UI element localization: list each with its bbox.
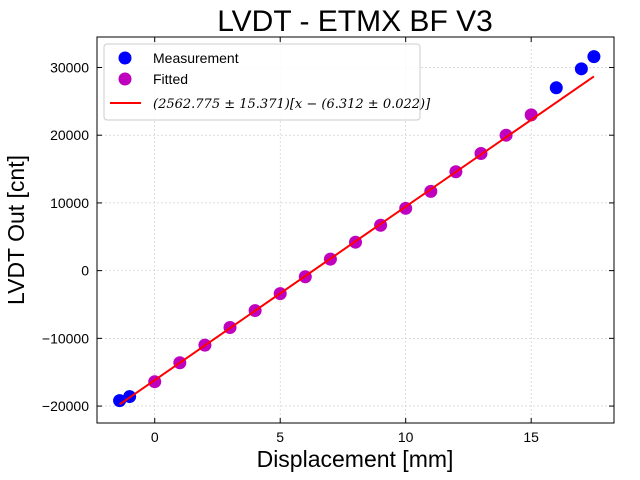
y-tick-label: 30000 <box>50 59 89 75</box>
measurement-point <box>587 50 601 64</box>
x-tick-label: 5 <box>276 429 284 445</box>
y-tick-label: 10000 <box>50 195 89 211</box>
chart-title: LVDT - ETMX BF V3 <box>217 5 493 38</box>
measurement-point <box>549 81 563 95</box>
legend-label-measurement: Measurement <box>153 50 239 66</box>
y-tick-label: 20000 <box>50 127 89 143</box>
x-tick-label: 15 <box>523 429 539 445</box>
y-tick-label: 0 <box>81 263 89 279</box>
y-tick-label: −10000 <box>42 330 89 346</box>
plot-area <box>113 50 601 408</box>
x-axis-label: Displacement [mm] <box>257 446 454 472</box>
y-tick-label: −20000 <box>42 398 89 414</box>
legend-marker-measurement <box>118 51 132 65</box>
measurement-point <box>113 394 127 408</box>
measurement-point <box>574 62 588 76</box>
legend-box <box>103 43 421 121</box>
legend-label-fit-line: (2562.775 ± 15.371)[x − (6.312 ± 0.022)] <box>153 97 431 112</box>
x-tick-label: 10 <box>398 429 414 445</box>
plot-frame <box>96 36 615 424</box>
legend-label-fitted: Fitted <box>153 71 188 87</box>
x-tick-label: 0 <box>151 429 159 445</box>
axis-ticks: 0 5 10 15 −20000 −10000 0 10000 20000 30000 <box>42 37 614 445</box>
fit-line <box>119 75 595 406</box>
legend: Measurement Fitted (2562.775 ± 15.371)[x… <box>103 43 431 121</box>
legend-marker-fitted <box>118 72 132 86</box>
y-axis-label: LVDT Out [cnt] <box>3 155 29 305</box>
